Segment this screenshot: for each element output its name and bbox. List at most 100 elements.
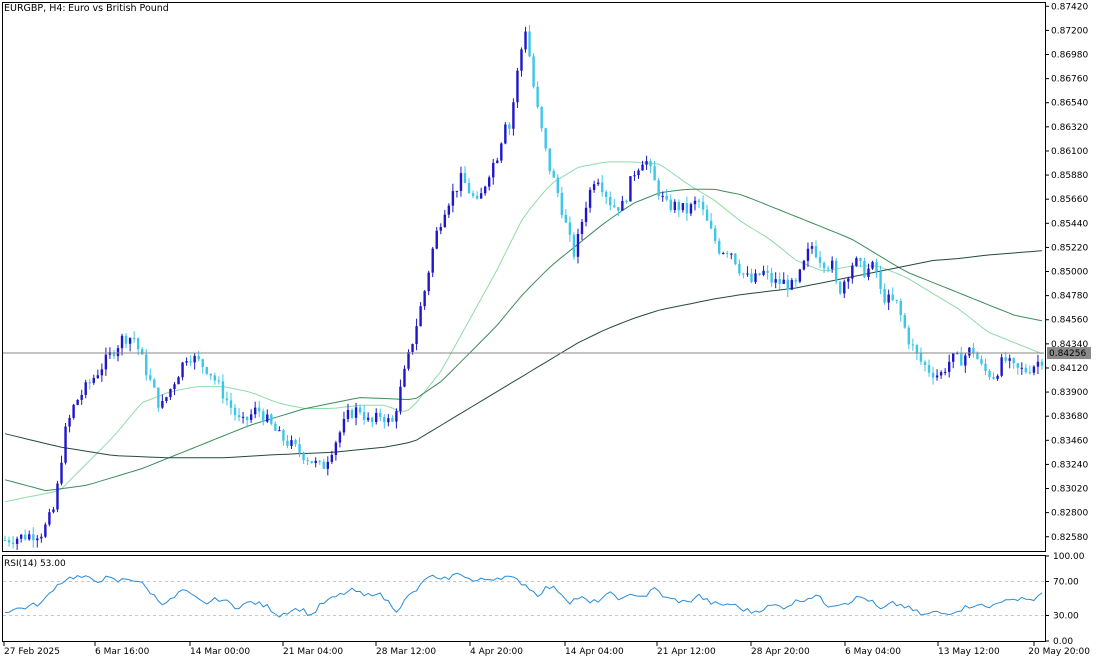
rsi-line (4, 572, 1043, 618)
candle-body (935, 375, 939, 378)
candle-body (435, 230, 438, 249)
candle-body (310, 461, 313, 464)
candle-body (233, 407, 237, 416)
candle-body (766, 270, 769, 273)
candle-body (584, 207, 588, 222)
candle-body (1012, 358, 1015, 364)
candle-body (209, 373, 212, 376)
candle-body (859, 258, 862, 261)
candle-body (843, 281, 846, 294)
candle-body (32, 534, 35, 541)
candle-body (806, 248, 810, 261)
candle-body (100, 369, 104, 376)
candle-body (867, 268, 870, 277)
candle-body (722, 252, 725, 254)
rsi-level-lines (3, 581, 1044, 616)
candle-body (237, 415, 241, 418)
candle-body (1020, 367, 1024, 369)
candle-body (201, 359, 204, 368)
candle-body (794, 280, 798, 282)
candle-body (669, 199, 672, 211)
candle-body (92, 377, 95, 383)
price-axis: 0.87420 0.87200 0.86980 0.86760 0.86540 0.863… (1045, 2, 1088, 543)
candle-body (249, 414, 253, 420)
candle-body (907, 327, 911, 345)
candle-body (411, 343, 414, 352)
candle-body (923, 361, 927, 366)
candle-body (863, 260, 866, 277)
candle-body (161, 401, 164, 408)
candle-body (645, 161, 648, 165)
candle-body (516, 70, 519, 103)
candle-body (431, 248, 434, 273)
candle-body (40, 536, 43, 539)
candle-body (637, 170, 640, 176)
candle-body (28, 534, 31, 540)
candle-body (153, 379, 156, 388)
candle-body (758, 273, 761, 275)
candle-body (387, 418, 390, 423)
candle-body (193, 355, 196, 363)
candle-body (354, 407, 358, 418)
candle-body (88, 382, 91, 384)
candle-body (964, 355, 967, 366)
candle-body (141, 349, 144, 355)
candle-body (44, 524, 47, 537)
candle-body (677, 201, 681, 211)
price-tick-label: 0.86320 (1051, 123, 1088, 133)
candle-body (1036, 361, 1040, 367)
candle-body (475, 195, 479, 199)
candle-body (883, 288, 886, 303)
moving-averages (4, 161, 1043, 503)
candle-body (621, 200, 624, 211)
candle-body (536, 86, 539, 107)
candle-body (891, 294, 894, 300)
price-tick-label: 0.85000 (1051, 268, 1088, 278)
candle-body (685, 203, 689, 214)
candle-body (488, 177, 491, 187)
candle-body (988, 370, 991, 378)
candle-body (899, 300, 902, 316)
price-tick-label: 0.84120 (1051, 364, 1088, 374)
candle-body (835, 260, 838, 282)
candle-body (713, 228, 717, 241)
time-tick-label: 14 Mar 00:00 (190, 647, 250, 657)
price-tick-label: 0.82580 (1051, 533, 1088, 543)
price-tick-label: 0.85660 (1051, 195, 1088, 205)
candle-body (693, 200, 697, 205)
candle-body (270, 414, 273, 424)
candle-body (976, 353, 979, 360)
candle-body (350, 409, 354, 418)
candle-body (911, 344, 915, 346)
candle-body (802, 260, 806, 270)
candle-body (532, 56, 535, 87)
candle-body (556, 177, 559, 193)
candle-body (455, 190, 459, 192)
candle-body (927, 365, 931, 373)
candle-body (968, 347, 971, 356)
price-tick-label: 0.84340 (1051, 340, 1088, 350)
candle-body (290, 440, 293, 446)
candle-body (564, 215, 568, 223)
symbol-description: Euro vs British Pound (68, 3, 169, 14)
price-tick-label: 0.85440 (1051, 219, 1088, 229)
rsi-tick-label: 30.00 (1053, 612, 1079, 622)
candle-body (778, 279, 781, 284)
candle-body (689, 204, 693, 214)
candle-body (1028, 372, 1032, 374)
candle-body (822, 262, 826, 269)
candle-body (253, 407, 257, 415)
candle-body (580, 221, 584, 235)
candle-body (104, 354, 108, 370)
candle-body (952, 353, 955, 362)
candle-body (483, 186, 487, 194)
candle-body (512, 102, 515, 129)
candle-body (653, 166, 656, 181)
candle-body (173, 384, 176, 390)
price-tick-label: 0.86760 (1051, 75, 1088, 85)
candle-body (540, 106, 543, 129)
candle-body (52, 509, 55, 513)
candle-body (919, 353, 923, 362)
